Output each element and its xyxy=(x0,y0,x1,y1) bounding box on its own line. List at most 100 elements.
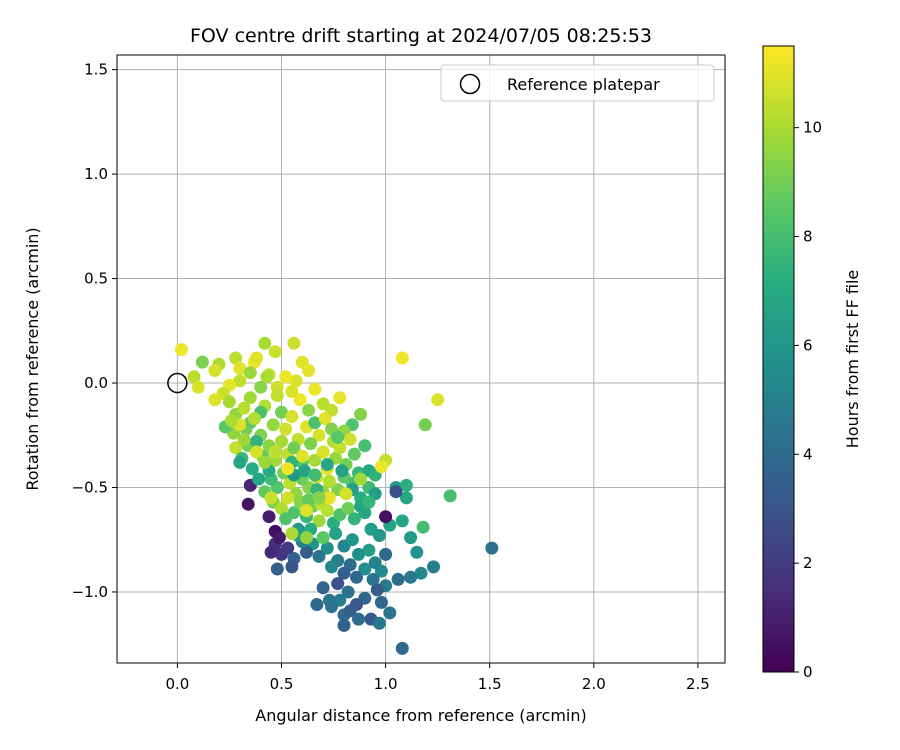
data-point xyxy=(341,501,355,515)
data-point xyxy=(304,437,318,451)
data-point xyxy=(341,585,355,599)
data-point xyxy=(297,464,311,478)
colorbar: 0 2 4 6 8 10 Hours from first FF file xyxy=(762,45,862,681)
data-point xyxy=(362,495,376,509)
colorbar-tick-label: 0 xyxy=(803,663,813,681)
data-point xyxy=(233,455,247,469)
data-point xyxy=(302,493,316,507)
data-point xyxy=(343,432,357,446)
colorbar-ticks: 0 2 4 6 8 10 xyxy=(794,119,822,681)
data-point xyxy=(395,514,409,528)
data-point xyxy=(250,435,263,448)
colorbar-tick-label: 10 xyxy=(803,119,822,137)
legend-box xyxy=(440,64,715,102)
data-point xyxy=(247,412,261,425)
y-axis-label: Rotation from reference (arcmin) xyxy=(23,227,42,490)
data-point xyxy=(316,445,330,459)
data-point xyxy=(300,531,313,545)
data-point xyxy=(366,572,380,586)
data-point xyxy=(404,570,418,584)
data-point xyxy=(331,430,345,444)
data-point xyxy=(285,560,299,574)
data-point xyxy=(237,401,251,415)
chart-title: FOV centre drift starting at 2024/07/05 … xyxy=(190,25,652,47)
data-point xyxy=(322,474,336,488)
data-point xyxy=(302,364,316,377)
data-point xyxy=(308,468,322,482)
data-point xyxy=(308,416,322,430)
data-point xyxy=(379,510,393,524)
data-point xyxy=(347,447,361,461)
data-point xyxy=(241,497,255,511)
data-point xyxy=(418,418,432,432)
data-point xyxy=(395,351,409,365)
y-tick-label: −0.5 xyxy=(72,478,108,496)
data-point xyxy=(312,428,326,442)
data-point xyxy=(374,595,388,609)
data-point xyxy=(443,489,457,503)
data-points xyxy=(175,336,499,655)
colorbar-tick-label: 6 xyxy=(803,336,813,354)
data-point xyxy=(229,441,243,455)
data-point xyxy=(237,432,251,446)
legend-open-circle-marker xyxy=(459,73,481,95)
data-point xyxy=(245,462,259,476)
data-point xyxy=(368,556,382,570)
data-point xyxy=(258,455,272,469)
data-point xyxy=(229,351,243,365)
reference-platepar-marker xyxy=(167,372,188,394)
data-point xyxy=(300,504,313,517)
data-point xyxy=(312,549,326,563)
data-point xyxy=(243,366,257,380)
data-point xyxy=(343,604,357,618)
y-tick-label: 1.5 xyxy=(84,61,108,79)
data-point xyxy=(266,418,280,432)
reference-marker-layer xyxy=(167,372,188,394)
data-point xyxy=(347,512,361,526)
colorbar-gradient xyxy=(762,45,795,673)
colorbar-tick-label: 8 xyxy=(803,228,813,246)
data-point xyxy=(337,618,351,632)
plot-frame xyxy=(116,54,726,664)
data-point xyxy=(354,407,368,421)
data-point xyxy=(191,380,205,394)
data-point xyxy=(295,449,309,463)
legend-label: Reference platepar xyxy=(507,75,660,94)
data-point xyxy=(268,345,282,359)
data-point xyxy=(399,478,413,492)
data-point xyxy=(279,422,293,436)
data-point xyxy=(379,547,393,561)
data-point xyxy=(300,545,313,559)
data-point xyxy=(308,453,322,467)
data-point xyxy=(325,600,338,614)
x-tick-label: 1.5 xyxy=(478,675,502,693)
data-point xyxy=(279,512,293,526)
data-point xyxy=(281,491,295,505)
x-tick-label: 0.5 xyxy=(270,675,294,693)
x-tick-label: 2.0 xyxy=(582,675,606,693)
x-axis: 0.0 0.5 1.0 1.5 2.0 2.5 xyxy=(165,663,710,693)
data-point xyxy=(268,445,282,459)
y-tick-label: 0.0 xyxy=(84,374,108,392)
data-point xyxy=(312,514,326,528)
data-point xyxy=(225,414,238,428)
data-point xyxy=(329,527,343,540)
data-point xyxy=(254,380,268,394)
data-point xyxy=(325,560,338,574)
data-point xyxy=(302,403,316,417)
data-point xyxy=(208,364,222,377)
data-point xyxy=(275,405,288,419)
y-tick-label: −1.0 xyxy=(72,583,108,601)
colorbar-label: Hours from first FF file xyxy=(843,270,862,449)
data-point xyxy=(270,562,284,576)
data-point xyxy=(318,412,332,425)
data-point xyxy=(372,616,386,630)
data-point xyxy=(187,370,201,384)
data-point xyxy=(316,581,330,595)
legend: Reference platepar xyxy=(440,64,715,102)
data-point xyxy=(262,510,276,524)
x-tick-label: 2.5 xyxy=(686,675,710,693)
data-point xyxy=(289,374,303,388)
data-point xyxy=(410,545,424,559)
data-point xyxy=(333,391,347,405)
